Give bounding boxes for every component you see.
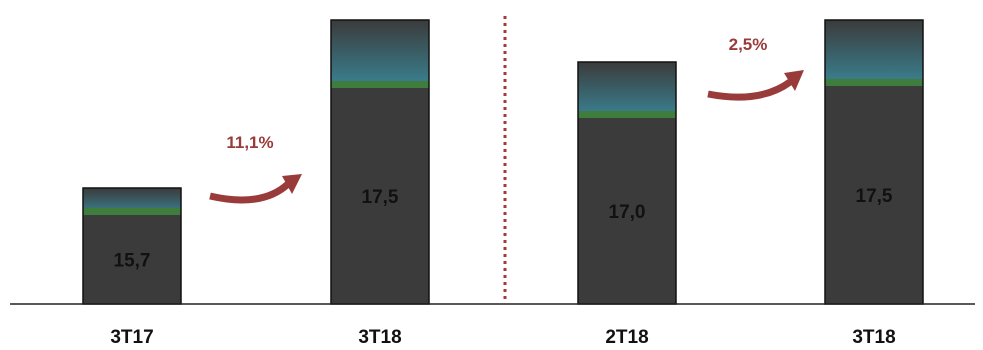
arrow-shaft [707,79,793,101]
annotations-layer: 11,1% 2,5% [209,35,804,204]
bar-value-label: 17,5 [362,187,399,208]
bar [331,88,429,304]
bars-layer: 15,7 3T17 17,5 3T18 17,0 2T18 17,5 3T18 [82,19,924,348]
bar-green-band [825,79,923,86]
bar [578,118,676,304]
bar [825,86,923,304]
x-tick-label: 3T17 [110,327,153,348]
x-tick-label: 3T18 [852,327,895,348]
bar-green-band [83,208,181,215]
bar-green-band [578,111,676,118]
bar-group: 17,0 2T18 [577,61,677,348]
bar-value-label: 15,7 [114,251,151,272]
arrow-head [282,174,302,194]
growth-arrow: 2,5% [707,35,804,101]
bar-top-segment [331,20,429,88]
bar-group: 17,5 3T18 [824,19,924,348]
bar-top-segment [825,20,923,86]
bar-top-segment [578,62,676,118]
growth-arrow: 11,1% [209,133,302,204]
arrow-shaft [209,181,291,204]
growth-percent-label: 2,5% [729,35,768,54]
x-tick-label: 3T18 [358,327,401,348]
bar [83,215,181,304]
arrow-head [784,70,804,91]
bar-value-label: 17,0 [609,202,646,223]
x-tick-label: 2T18 [605,327,648,348]
growth-percent-label: 11,1% [226,133,273,152]
bar-group: 15,7 3T17 [82,187,182,348]
bar-value-label: 17,5 [856,186,893,207]
bar-group: 17,5 3T18 [330,19,430,348]
bar-green-band [331,81,429,88]
